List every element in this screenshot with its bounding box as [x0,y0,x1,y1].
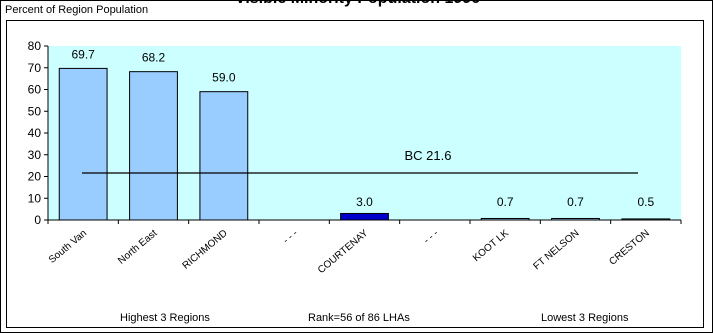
category-label: FT NELSON [532,228,582,272]
bar [199,91,249,221]
bar [551,217,600,221]
bar-value-label: 0.7 [567,195,584,209]
chart-title: Visible Minority Population 1996 [1,1,712,8]
category-label: North East [116,228,159,267]
bar [340,212,389,221]
y-tick-label: 40 [28,126,42,140]
y-axis-label: Percent of Region Population [5,4,149,16]
bar [621,218,671,221]
y-tick-label: 60 [28,83,42,97]
bar [129,71,178,221]
y-tick-label: 10 [28,191,42,205]
chart-area-border [6,20,704,328]
bar [480,217,530,221]
category-label: RICHMOND [181,228,230,272]
category-label: - - - [422,228,441,246]
bar-value-label: 69.7 [71,47,95,61]
y-tick-label: 50 [28,104,42,118]
category-label: KOOT LK [471,228,511,264]
y-tick-label: 20 [28,170,42,184]
y-tick-label: 70 [28,61,42,75]
highest-regions-label: Highest 3 Regions [120,312,210,324]
bar-value-label: 68.2 [142,51,166,65]
bar [58,67,108,221]
category-label: CRESTON [607,228,651,268]
reference-line-label: BC 21.6 [405,148,452,163]
y-tick-label: 30 [28,148,42,162]
bar-value-label: 0.7 [497,195,514,209]
rank-label: Rank=56 of 86 LHAs [308,312,410,324]
bar-value-label: 59.0 [212,71,236,85]
bar-value-label: 3.0 [356,195,373,209]
category-label: - - - [281,228,300,246]
category-label: COURTENAY [316,228,371,276]
bar-value-label: 0.5 [637,195,654,209]
category-label: South Van [47,228,89,266]
y-tick-label: 80 [28,39,42,53]
lowest-regions-label: Lowest 3 Regions [541,312,629,324]
y-tick-label: 0 [34,213,41,227]
